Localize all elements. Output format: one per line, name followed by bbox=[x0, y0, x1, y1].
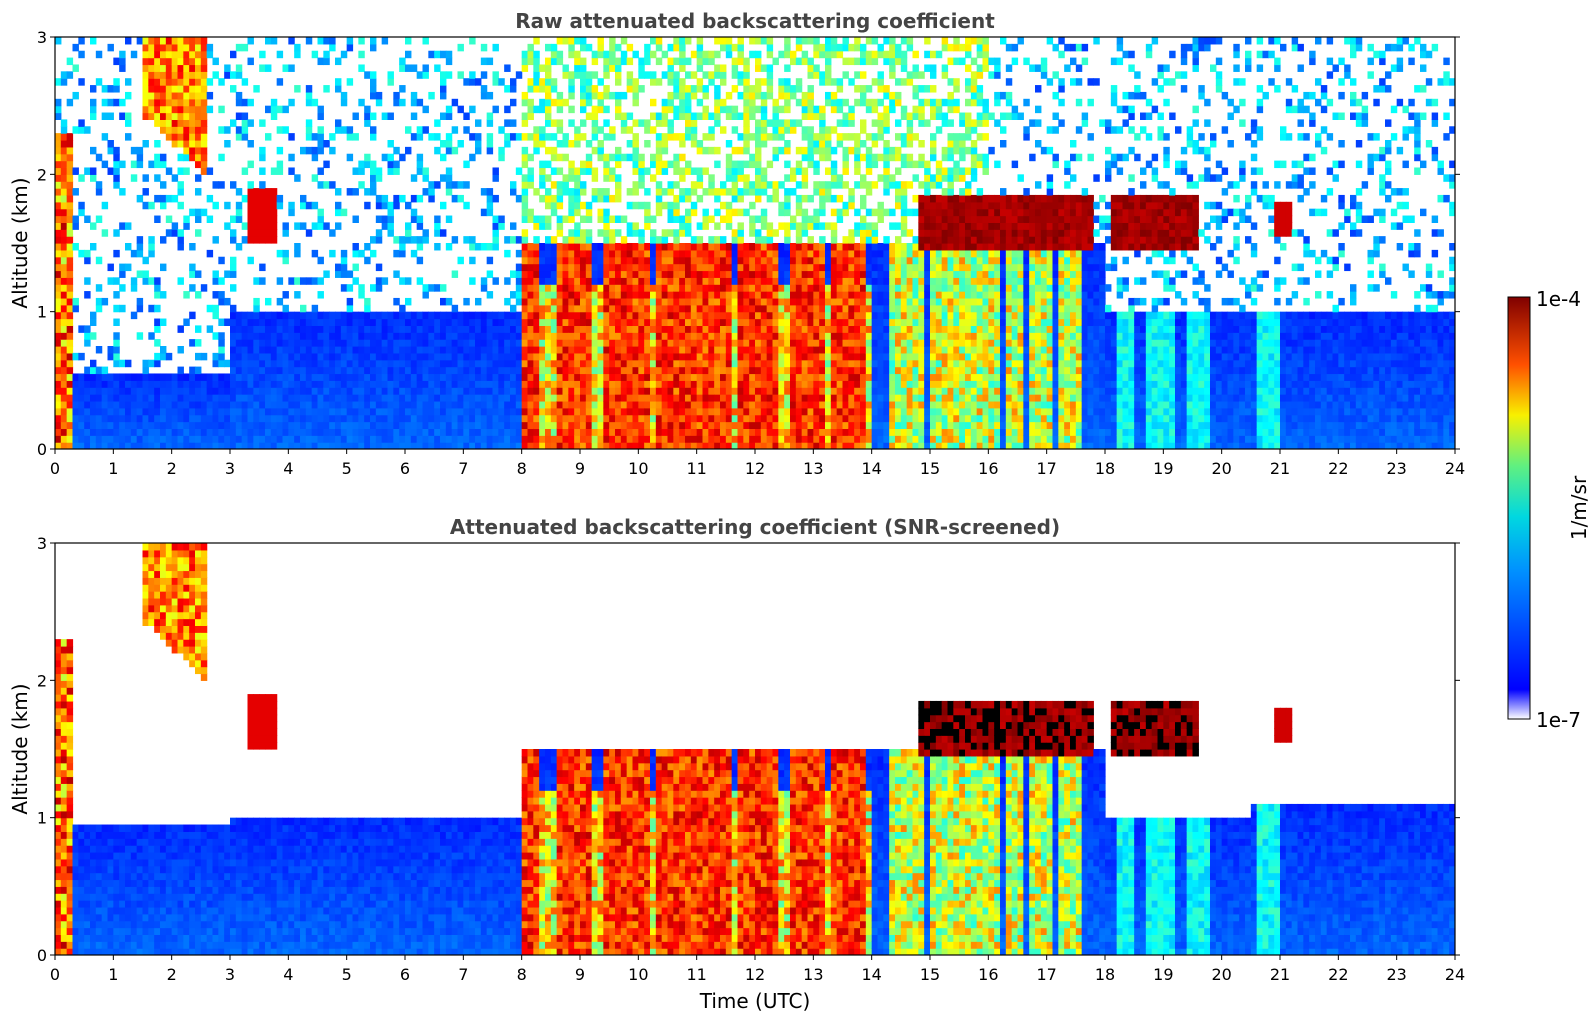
panel-screened-ticks: 0 1 2 3 4 5 6 7 8 9 10 11 12 13 14 15 16 17 18 19 20 21 22 23 24… bbox=[37, 534, 1465, 984]
y-tick-label: 3 bbox=[37, 28, 47, 47]
x-tick-label: 1 bbox=[108, 965, 118, 984]
x-tick-label: 1 bbox=[108, 459, 118, 478]
x-tick-label: 3 bbox=[225, 965, 235, 984]
x-tick-label: 14 bbox=[861, 965, 881, 984]
panel-screened-ylabel: Altitude (km) bbox=[8, 683, 32, 814]
x-tick-label: 10 bbox=[628, 459, 648, 478]
x-tick-label: 4 bbox=[283, 965, 293, 984]
x-tick-label: 13 bbox=[803, 965, 823, 984]
x-tick-label: 18 bbox=[1095, 965, 1115, 984]
x-tick-label: 5 bbox=[342, 965, 352, 984]
x-tick-label: 10 bbox=[628, 965, 648, 984]
panel-screened: Attenuated backscattering coefficient (S… bbox=[8, 515, 1465, 1013]
x-tick-label: 3 bbox=[225, 459, 235, 478]
panel-raw-ticks: 0 1 2 3 4 5 6 7 8 9 10 11 12 13 14 15 16 17 18 19 20 21 22 23 24… bbox=[37, 28, 1465, 478]
x-tick-label: 0 bbox=[50, 965, 60, 984]
x-tick-label: 16 bbox=[978, 965, 998, 984]
x-tick-label: 9 bbox=[575, 459, 585, 478]
x-tick-label: 11 bbox=[686, 459, 706, 478]
x-tick-label: 5 bbox=[342, 459, 352, 478]
panel-raw-title: Raw attenuated backscattering coefficien… bbox=[515, 9, 995, 33]
panel-raw-ylabel: Altitude (km) bbox=[8, 177, 32, 308]
x-tick-label: 23 bbox=[1386, 459, 1406, 478]
y-tick-label: 2 bbox=[37, 165, 47, 184]
x-tick-label: 22 bbox=[1328, 965, 1348, 984]
x-tick-label: 18 bbox=[1095, 459, 1115, 478]
x-tick-label: 21 bbox=[1270, 965, 1290, 984]
x-tick-label: 9 bbox=[575, 965, 585, 984]
y-tick-label: 1 bbox=[37, 303, 47, 322]
x-tick-label: 12 bbox=[745, 965, 765, 984]
x-tick-label: 14 bbox=[861, 459, 881, 478]
x-tick-label: 24 bbox=[1445, 459, 1465, 478]
y-tick-label: 1 bbox=[37, 809, 47, 828]
x-tick-label: 2 bbox=[167, 965, 177, 984]
x-tick-label: 4 bbox=[283, 459, 293, 478]
x-tick-label: 16 bbox=[978, 459, 998, 478]
x-tick-label: 2 bbox=[167, 459, 177, 478]
x-tick-label: 13 bbox=[803, 459, 823, 478]
colorbar-min-label: 1e-7 bbox=[1536, 708, 1581, 732]
x-tick-label: 8 bbox=[517, 459, 527, 478]
x-tick-label: 8 bbox=[517, 965, 527, 984]
x-tick-label: 6 bbox=[400, 459, 410, 478]
y-tick-label: 2 bbox=[37, 671, 47, 690]
colorbar-gradient bbox=[1507, 296, 1531, 720]
x-tick-label: 15 bbox=[920, 965, 940, 984]
x-tick-label: 23 bbox=[1386, 965, 1406, 984]
x-tick-label: 20 bbox=[1211, 459, 1231, 478]
x-tick-label: 6 bbox=[400, 965, 410, 984]
x-tick-label: 15 bbox=[920, 459, 940, 478]
x-tick-label: 11 bbox=[686, 965, 706, 984]
panel-screened-title: Attenuated backscattering coefficient (S… bbox=[450, 515, 1060, 539]
panel-screened-heatmap bbox=[55, 543, 1455, 955]
x-tick-label: 0 bbox=[50, 459, 60, 478]
colorbar-unit-label: 1/m/sr bbox=[1567, 475, 1591, 540]
x-tick-label: 7 bbox=[458, 459, 468, 478]
x-tick-label: 19 bbox=[1153, 965, 1173, 984]
x-tick-label: 7 bbox=[458, 965, 468, 984]
panel-raw: Raw attenuated backscattering coefficien… bbox=[8, 9, 1465, 478]
y-tick-label: 3 bbox=[37, 534, 47, 553]
x-tick-label: 21 bbox=[1270, 459, 1290, 478]
y-tick-label: 0 bbox=[37, 440, 47, 459]
colorbar-max-label: 1e-4 bbox=[1536, 287, 1581, 311]
panel-raw-heatmap bbox=[55, 37, 1455, 449]
y-tick-label: 0 bbox=[37, 946, 47, 965]
x-tick-label: 24 bbox=[1445, 965, 1465, 984]
x-tick-label: 17 bbox=[1036, 965, 1056, 984]
x-tick-label: 22 bbox=[1328, 459, 1348, 478]
x-tick-label: 19 bbox=[1153, 459, 1173, 478]
x-tick-label: 17 bbox=[1036, 459, 1056, 478]
x-tick-label: 12 bbox=[745, 459, 765, 478]
panel-screened-xlabel: Time (UTC) bbox=[699, 989, 811, 1013]
x-tick-label: 20 bbox=[1211, 965, 1231, 984]
colorbar: 1e-4 1e-7 1/m/sr bbox=[1507, 287, 1591, 732]
